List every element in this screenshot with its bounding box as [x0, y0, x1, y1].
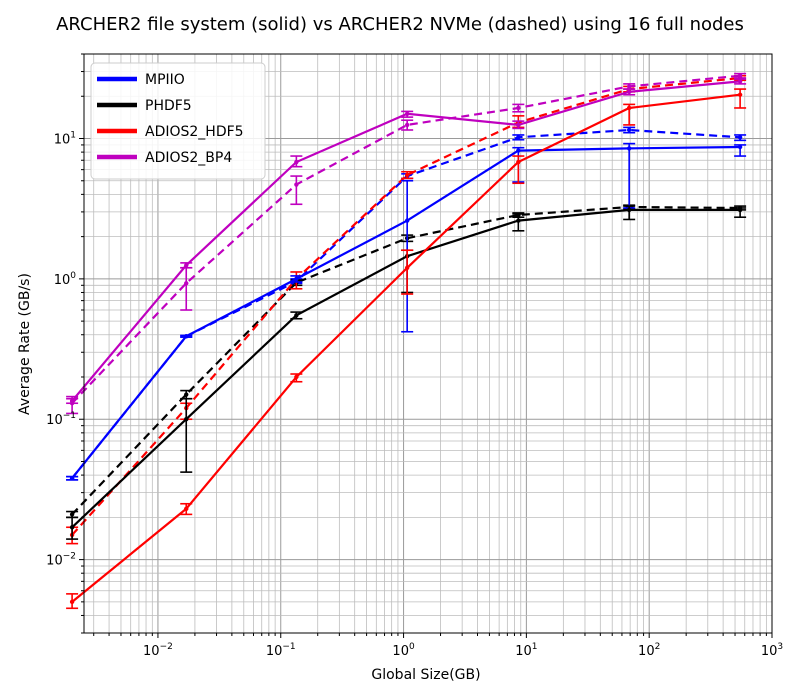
- data-point: [294, 313, 299, 318]
- data-point: [737, 79, 743, 84]
- plot-frame: [83, 53, 773, 634]
- x-tick-label: 102: [638, 642, 660, 659]
- x-tick-label: 10−2: [143, 642, 173, 659]
- x-tick-label: 10−1: [266, 642, 296, 659]
- series-adios2_hdf5: [66, 88, 747, 610]
- data-point: [69, 599, 75, 605]
- data-point: [737, 73, 743, 78]
- y-tick-exponent: −2: [63, 552, 76, 562]
- data-point: [404, 111, 410, 116]
- x-tick-label: 101: [515, 642, 537, 659]
- data-point: [737, 92, 743, 97]
- x-tick-exponent: −1: [282, 642, 295, 652]
- data-point: [184, 281, 189, 286]
- data-point: [737, 135, 743, 140]
- data-point: [294, 159, 299, 165]
- x-tick-exponent: 0: [409, 642, 415, 652]
- legend-label: ADIOS2_HDF5: [145, 124, 244, 140]
- series-line: [71, 145, 741, 479]
- data-point: [626, 207, 632, 213]
- x-tick-exponent: 3: [777, 642, 783, 652]
- data-point: [516, 105, 521, 111]
- x-tick-label: 100: [392, 642, 415, 659]
- data-point: [626, 127, 632, 133]
- legend: MPIIO PHDF5 ADIOS2_HDF5 ADIOS2_BP4: [90, 62, 266, 180]
- legend-label: ADIOS2_BP4: [145, 150, 232, 166]
- y-tick-label: 100: [54, 271, 77, 288]
- data-point: [69, 512, 75, 517]
- y-tick-exponent: 1: [70, 131, 76, 141]
- data-point: [69, 525, 75, 530]
- series-phdf5: [66, 205, 747, 540]
- series-nvme-7: [66, 72, 747, 415]
- x-axis-label: Global Size(GB): [371, 667, 480, 683]
- legend-box: [90, 62, 266, 180]
- data-point: [626, 146, 632, 151]
- data-point: [69, 476, 75, 481]
- data-point: [404, 265, 410, 270]
- data-point: [516, 135, 521, 140]
- data-point: [294, 276, 299, 282]
- y-tick-label: 101: [54, 131, 76, 148]
- data-point: [184, 334, 189, 339]
- data-point: [516, 122, 521, 128]
- y-axis-label: Average Rate (GB/s): [17, 273, 33, 415]
- data-point: [184, 417, 189, 422]
- legend-label: MPIIO: [145, 72, 185, 88]
- x-tick-exponent: 2: [655, 642, 661, 652]
- y-tick-label: 10−1: [46, 411, 76, 428]
- data-point: [516, 218, 521, 223]
- data-point: [404, 122, 410, 128]
- data-point: [737, 144, 743, 150]
- y-tick-exponent: 0: [70, 271, 76, 281]
- data-point: [626, 105, 632, 111]
- series-line: [71, 205, 741, 516]
- chart-title: ARCHER2 file system (solid) vs ARCHER2 N…: [56, 14, 744, 35]
- data-point: [737, 207, 743, 213]
- data-point: [294, 182, 299, 187]
- legend-label: PHDF5: [145, 98, 192, 114]
- data-point: [184, 263, 189, 268]
- data-point: [404, 172, 410, 178]
- data-point: [626, 89, 632, 95]
- data-point: [69, 398, 75, 404]
- data-point: [294, 374, 299, 380]
- series-adios2_bp4: [66, 78, 747, 405]
- data-point: [516, 159, 521, 165]
- data-point: [626, 84, 632, 89]
- y-tick-exponent: −1: [63, 411, 76, 421]
- y-tick-label: 10−2: [46, 552, 76, 569]
- x-tick-label: 103: [761, 642, 783, 659]
- data-point: [516, 148, 521, 153]
- x-tick-exponent: −2: [160, 642, 173, 652]
- data-point: [404, 218, 410, 223]
- data-point: [184, 506, 189, 512]
- x-tick-exponent: 1: [532, 642, 538, 652]
- series-layer: [66, 72, 747, 610]
- data-point: [184, 392, 189, 397]
- series-nvme-5: [66, 204, 747, 519]
